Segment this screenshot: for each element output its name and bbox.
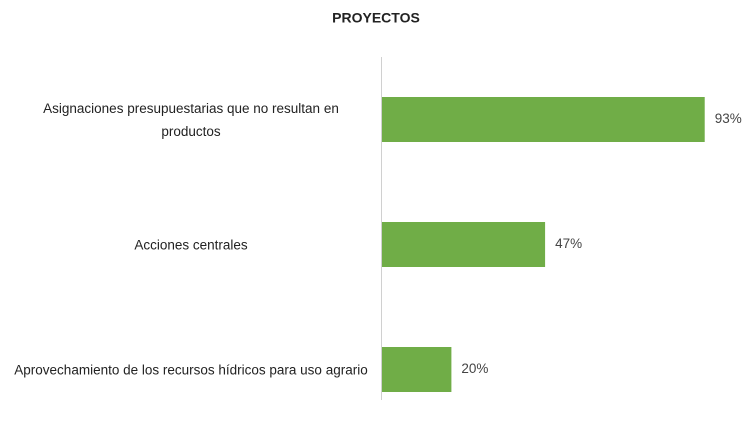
data-label: 20%: [461, 361, 488, 376]
bar: [382, 347, 452, 392]
category-label: Acciones centrales: [134, 237, 248, 252]
chart-title: PROYECTOS: [332, 10, 420, 26]
data-label: 47%: [555, 236, 582, 251]
bar: [382, 97, 705, 142]
category-label: Asignaciones presupuestarias que no resu…: [43, 100, 339, 139]
bar: [382, 222, 546, 267]
category-label: Aprovechamiento de los recursos hídricos…: [14, 362, 368, 377]
data-label: 93%: [715, 111, 742, 126]
